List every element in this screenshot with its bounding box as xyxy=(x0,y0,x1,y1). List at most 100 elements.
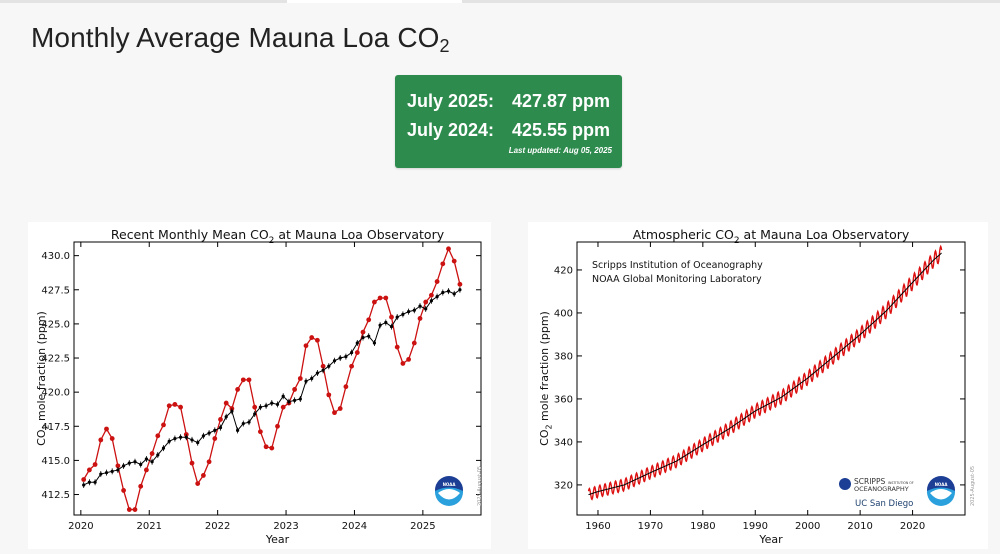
active-tab-indicator[interactable] xyxy=(287,0,462,3)
left-seasonal-corrected-point xyxy=(441,290,445,295)
right-ytick-label: 340 xyxy=(554,437,573,448)
scripps-globe-icon xyxy=(839,478,851,490)
left-seasonal-corrected-point xyxy=(424,307,428,311)
atmospheric-co2-svg: Atmospheric CO2​ at Mauna Loa Observator… xyxy=(538,227,976,546)
left-monthly-mean-point xyxy=(206,459,212,465)
left-monthly-mean-point xyxy=(400,361,406,366)
left-date-stamp: 2025-August-05 xyxy=(477,466,483,506)
left-monthly-mean-point xyxy=(246,377,252,383)
right-date-stamp: 2025-August-05 xyxy=(970,466,976,506)
left-seasonal-corrected-point xyxy=(99,472,103,476)
left-seasonal-corrected-point xyxy=(332,359,337,363)
left-seasonal-corrected-point xyxy=(93,480,97,484)
left-monthly-mean-point xyxy=(178,404,183,410)
left-monthly-mean-point xyxy=(320,363,326,369)
left-seasonal-corrected-point xyxy=(161,446,166,450)
left-xtick-label: 2024 xyxy=(342,521,367,532)
right-ytick-label: 380 xyxy=(554,351,573,362)
left-seasonal-corrected-point xyxy=(167,439,171,443)
left-monthly-mean-point xyxy=(434,279,440,284)
left-monthly-mean-point xyxy=(423,299,429,305)
left-monthly-mean-point xyxy=(360,329,366,335)
left-seasonal-corrected-point xyxy=(247,420,251,424)
left-noaa-logo-bird xyxy=(438,489,460,500)
left-seasonal-corrected-point xyxy=(213,428,217,432)
ucsd-logo-text: UC San Diego xyxy=(855,499,913,509)
left-seasonal-corrected-point xyxy=(418,304,422,308)
left-ytick-label: 422.5 xyxy=(41,354,70,365)
left-seasonal-corrected-point xyxy=(452,292,456,296)
left-seasonal-corrected-point xyxy=(458,288,462,292)
left-monthly-mean-point xyxy=(200,473,206,478)
left-seasonal-corrected-point xyxy=(395,315,399,319)
left-seasonal-corrected-point xyxy=(407,310,411,314)
left-seasonal-corrected-point xyxy=(350,350,354,355)
left-seasonal-corrected-point xyxy=(87,480,91,484)
right-ytick-label: 400 xyxy=(554,308,573,319)
left-monthly-mean-point xyxy=(104,426,109,432)
left-seasonal-corrected-point xyxy=(378,323,382,327)
left-ytick-label: 417.5 xyxy=(41,422,70,433)
right-xtick-label: 2000 xyxy=(795,521,820,532)
left-seasonal-corrected-point xyxy=(293,398,297,402)
left-seasonal-corrected-point xyxy=(321,368,325,372)
left-monthly-mean-point xyxy=(429,292,434,298)
right-annotation-line: Scripps Institution of Oceanography xyxy=(592,260,763,271)
left-seasonal-corrected-point xyxy=(275,402,280,407)
left-seasonal-corrected-point xyxy=(258,405,262,409)
left-xtick-label: 2022 xyxy=(205,521,230,532)
left-monthly-mean-point xyxy=(98,437,104,443)
left-monthly-mean-point xyxy=(303,343,309,349)
scripps-logo-sub: OCEANOGRAPHY xyxy=(854,485,909,493)
left-xtick-label: 2020 xyxy=(68,521,93,532)
left-monthly-mean-point xyxy=(315,337,320,343)
previous-year-label: July 2024: xyxy=(407,120,495,140)
left-monthly-mean-point xyxy=(121,488,126,493)
left-monthly-mean-point xyxy=(383,295,389,301)
left-seasonal-corrected-point xyxy=(253,412,257,416)
left-seasonal-corrected-point xyxy=(241,421,245,426)
left-monthly-mean-point xyxy=(377,295,383,301)
left-seasonal-corrected-point xyxy=(196,441,200,445)
right-ytick-label: 320 xyxy=(554,480,573,491)
recent-monthly-co2-chart: Recent Monthly Mean CO2​ at Mauna Loa Ob… xyxy=(28,222,491,549)
left-seasonal-corrected-point xyxy=(144,457,148,461)
left-seasonal-corrected-point xyxy=(235,428,240,432)
left-monthly-mean-point xyxy=(218,417,223,422)
last-updated-text: Last updated: Aug 05, 2025 xyxy=(508,146,612,155)
right-xtick-label: 1970 xyxy=(638,521,663,532)
left-ytick-label: 425.0 xyxy=(41,319,70,330)
left-seasonal-corrected-point xyxy=(389,325,394,329)
previous-year-value: 425.55 ppm xyxy=(511,120,610,140)
atmospheric-co2-chart: Atmospheric CO2​ at Mauna Loa Observator… xyxy=(528,222,988,549)
left-seasonal-corrected-point xyxy=(121,464,126,468)
current-month-label: July 2025: xyxy=(407,91,495,111)
left-ytick-label: 412.5 xyxy=(41,490,70,501)
left-monthly-mean-point xyxy=(115,463,121,469)
right-noaa-logo-bird xyxy=(930,489,952,500)
left-monthly-mean-point xyxy=(149,451,155,456)
left-monthly-mean-point xyxy=(440,261,446,267)
current-month-value: 427.87 ppm xyxy=(511,91,610,111)
right-x-axis-label: Year xyxy=(758,533,783,546)
left-monthly-mean-point xyxy=(86,467,92,473)
left-seasonal-corrected-line xyxy=(83,289,461,486)
left-seasonal-corrected-point xyxy=(178,435,183,439)
left-monthly-mean-point xyxy=(417,316,423,321)
left-seasonal-corrected-point xyxy=(310,376,314,381)
left-seasonal-corrected-point xyxy=(384,320,388,325)
left-monthly-mean-point xyxy=(326,392,332,398)
left-chart-title: Recent Monthly Mean CO2​ at Mauna Loa Ob… xyxy=(111,227,445,246)
left-seasonal-corrected-point xyxy=(344,355,348,359)
left-seasonal-corrected-point xyxy=(446,289,451,293)
left-seasonal-corrected-point xyxy=(139,462,143,467)
left-monthly-mean-point xyxy=(161,422,166,428)
left-seasonal-corrected-point xyxy=(116,468,120,472)
left-seasonal-corrected-point xyxy=(184,435,188,439)
left-seasonal-corrected-point xyxy=(190,438,194,442)
left-monthly-mean-point xyxy=(332,410,337,416)
left-seasonal-corrected-point xyxy=(218,426,223,430)
left-monthly-mean-point xyxy=(337,406,343,411)
left-xtick-label: 2021 xyxy=(137,521,162,532)
left-monthly-mean-point xyxy=(143,467,149,473)
